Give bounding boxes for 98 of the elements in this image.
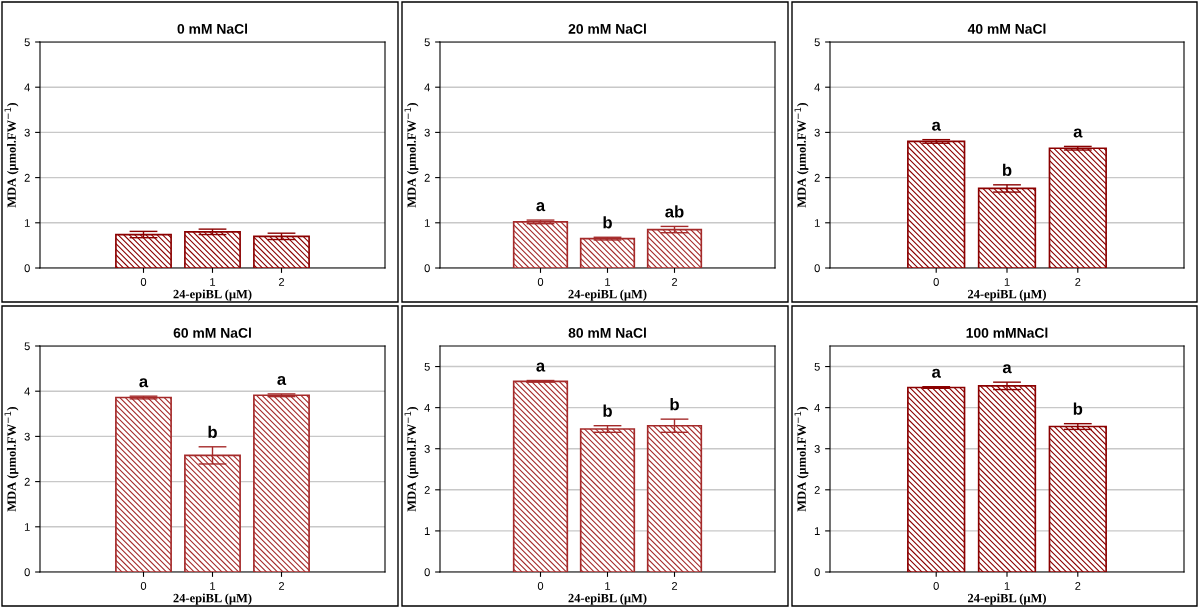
y-axis-title: MDA (µmol.FW$^{−1}$) — [404, 406, 419, 512]
x-tick-label: 2 — [671, 278, 678, 286]
bar — [1048, 425, 1107, 572]
y-tick-label: 1 — [814, 527, 820, 535]
x-tick-label: 2 — [671, 582, 678, 590]
y-tick-label: 3 — [814, 444, 820, 453]
y-axis-title: MDA (µmol.FW$^{−1}$) — [4, 102, 19, 208]
y-tick-label: 0 — [814, 264, 820, 273]
x-tick-label: 0 — [933, 582, 939, 590]
x-tick-label: 1 — [605, 278, 611, 286]
y-tick-label: 3 — [424, 444, 430, 453]
x-axis-title: 24-epiBL (µM) — [967, 289, 1046, 301]
y-tick-label: 4 — [424, 83, 430, 92]
annotation: a — [536, 362, 546, 372]
y-tick-label: 5 — [814, 362, 820, 371]
x-axis-title: 24-epiBL (µM) — [568, 289, 647, 301]
x-axis-title: 24-epiBL (µM) — [173, 593, 252, 605]
chart-title: 100 mMNaCl — [966, 327, 1048, 338]
annotation: a — [536, 202, 546, 212]
y-axis-title: MDA (µmol.FW$^{−1}$) — [794, 102, 809, 208]
bar — [977, 187, 1037, 268]
y-axis-title: MDA (µmol.FW$^{−1}$) — [404, 102, 419, 208]
y-tick-label: 5 — [24, 38, 30, 47]
annotation: ab — [665, 205, 684, 218]
x-tick-label: 1 — [210, 582, 216, 590]
y-tick-label: 0 — [424, 264, 430, 273]
y-tick-label: 2 — [424, 486, 430, 494]
annotation: a — [139, 378, 149, 388]
bar — [646, 424, 703, 572]
x-tick-label: 1 — [1004, 278, 1010, 286]
y-tick-label: 4 — [814, 83, 820, 92]
y-tick-label: 3 — [814, 128, 820, 137]
annotation: a — [1002, 364, 1012, 374]
annotation: a — [932, 368, 941, 378]
bar — [977, 385, 1037, 572]
y-tick-label: 2 — [814, 173, 820, 182]
y-tick-label: 3 — [424, 128, 430, 137]
chart-title: 80 mM NaCl — [568, 327, 646, 338]
bar — [253, 394, 310, 572]
y-tick-label: 5 — [424, 38, 430, 47]
x-tick-label: 1 — [605, 582, 611, 590]
annotation: b — [670, 398, 679, 411]
x-axis-title: 24-epiBL (µM) — [568, 593, 647, 605]
y-tick-label: 5 — [424, 362, 430, 371]
bar — [907, 140, 966, 268]
annotation: a — [277, 375, 287, 386]
annotation: b — [603, 216, 612, 229]
bar — [579, 428, 636, 572]
x-axis-title: 24-epiBL (µM) — [173, 289, 252, 301]
y-tick-label: 0 — [814, 568, 820, 577]
chart-title: 0 mM NaCl — [177, 23, 248, 34]
y-tick-label: 2 — [424, 173, 430, 182]
y-tick-label: 2 — [814, 486, 820, 494]
y-tick-label: 4 — [24, 387, 30, 396]
y-tick-label: 3 — [24, 128, 30, 137]
y-tick-label: 4 — [24, 83, 30, 92]
y-axis-title: MDA (µmol.FW$^{−1}$) — [4, 406, 19, 512]
annotation: b — [208, 425, 217, 438]
x-tick-label: 0 — [140, 582, 147, 590]
bar — [1048, 147, 1107, 268]
bar — [512, 380, 569, 572]
y-tick-label: 4 — [814, 404, 820, 412]
y-tick-label: 0 — [24, 264, 30, 273]
y-tick-label: 5 — [814, 38, 820, 47]
y-tick-label: 2 — [24, 477, 30, 486]
y-tick-label: 0 — [24, 568, 30, 577]
chart-title: 20 mM NaCl — [568, 23, 646, 34]
y-tick-label: 4 — [424, 404, 430, 412]
annotation: b — [1003, 163, 1012, 176]
x-tick-label: 1 — [1004, 582, 1010, 590]
y-axis-title: MDA (µmol.FW$^{−1}$) — [794, 406, 809, 512]
annotation: a — [1073, 128, 1083, 138]
x-tick-label: 0 — [140, 278, 147, 286]
annotation: b — [1073, 402, 1083, 415]
x-axis-title: 24-epiBL (µM) — [967, 593, 1046, 605]
x-tick-label: 0 — [537, 278, 544, 286]
y-tick-label: 0 — [424, 568, 430, 577]
x-tick-label: 2 — [278, 278, 285, 286]
y-tick-label: 3 — [24, 432, 30, 441]
x-tick-label: 2 — [1075, 278, 1081, 286]
y-tick-label: 1 — [424, 527, 430, 535]
annotation: a — [932, 121, 941, 131]
y-tick-label: 5 — [24, 342, 30, 351]
x-tick-label: 2 — [1075, 582, 1081, 590]
y-tick-label: 1 — [24, 523, 30, 531]
bar — [115, 396, 172, 572]
bar — [907, 386, 966, 572]
x-tick-label: 0 — [537, 582, 544, 590]
y-tick-label: 1 — [814, 219, 820, 227]
x-tick-label: 2 — [278, 582, 285, 590]
chart-title: 60 mM NaCl — [173, 327, 251, 338]
chart-title: 40 mM NaCl — [967, 23, 1046, 34]
x-tick-label: 0 — [933, 278, 939, 286]
y-tick-label: 2 — [24, 173, 30, 182]
annotation: b — [603, 404, 612, 417]
y-tick-label: 1 — [24, 219, 30, 227]
y-tick-label: 1 — [424, 219, 430, 227]
x-tick-label: 1 — [210, 278, 216, 286]
